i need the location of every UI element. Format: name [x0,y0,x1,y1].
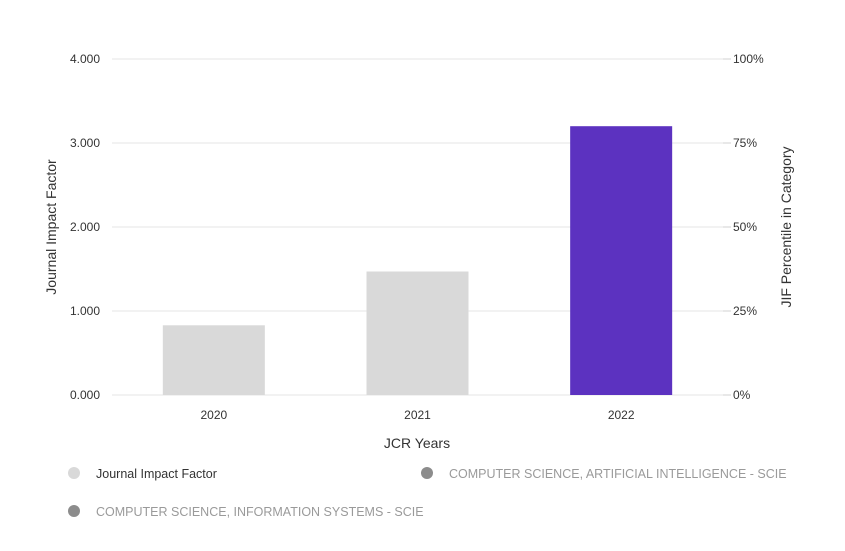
y-tick-label-right: 75% [733,136,757,150]
x-tick-label: 2020 [200,408,227,422]
bar-2022[interactable] [570,126,673,395]
y-tick-label-left: 3.000 [70,136,100,150]
y-tick-label-right: 100% [733,52,764,66]
y-tick-label-left: 0.000 [70,388,100,402]
x-axis-ticks: 2020 2021 2022 [200,408,634,422]
legend: Journal Impact Factor COMPUTER SCIENCE, A… [68,467,787,519]
legend-marker[interactable] [68,467,80,479]
x-axis-title: JCR Years [384,435,450,451]
y-tick-label-right: 25% [733,304,757,318]
bar-2021[interactable] [366,271,469,395]
left-axis-ticks: 0.000 1.000 2.000 3.000 4.000 [70,52,100,402]
x-tick-label: 2021 [404,408,431,422]
y-axis-title-left: Journal Impact Factor [43,159,59,295]
legend-label[interactable]: COMPUTER SCIENCE, ARTIFICIAL INTELLIGENC… [449,467,787,481]
legend-label[interactable]: Journal Impact Factor [96,467,217,481]
legend-label[interactable]: COMPUTER SCIENCE, INFORMATION SYSTEMS - … [96,505,424,519]
legend-marker[interactable] [68,505,80,517]
legend-marker[interactable] [421,467,433,479]
bar-2020[interactable] [162,325,265,395]
right-axis-ticks: 0% 25% 50% 75% 100% [733,52,764,402]
x-tick-label: 2022 [608,408,635,422]
y-axis-title-right: JIF Percentile in Category [778,146,794,307]
bars [162,126,673,395]
y-tick-label-left: 4.000 [70,52,100,66]
y-tick-label-left: 1.000 [70,304,100,318]
y-tick-label-right: 50% [733,220,757,234]
y-tick-label-left: 2.000 [70,220,100,234]
y-tick-label-right: 0% [733,388,751,402]
